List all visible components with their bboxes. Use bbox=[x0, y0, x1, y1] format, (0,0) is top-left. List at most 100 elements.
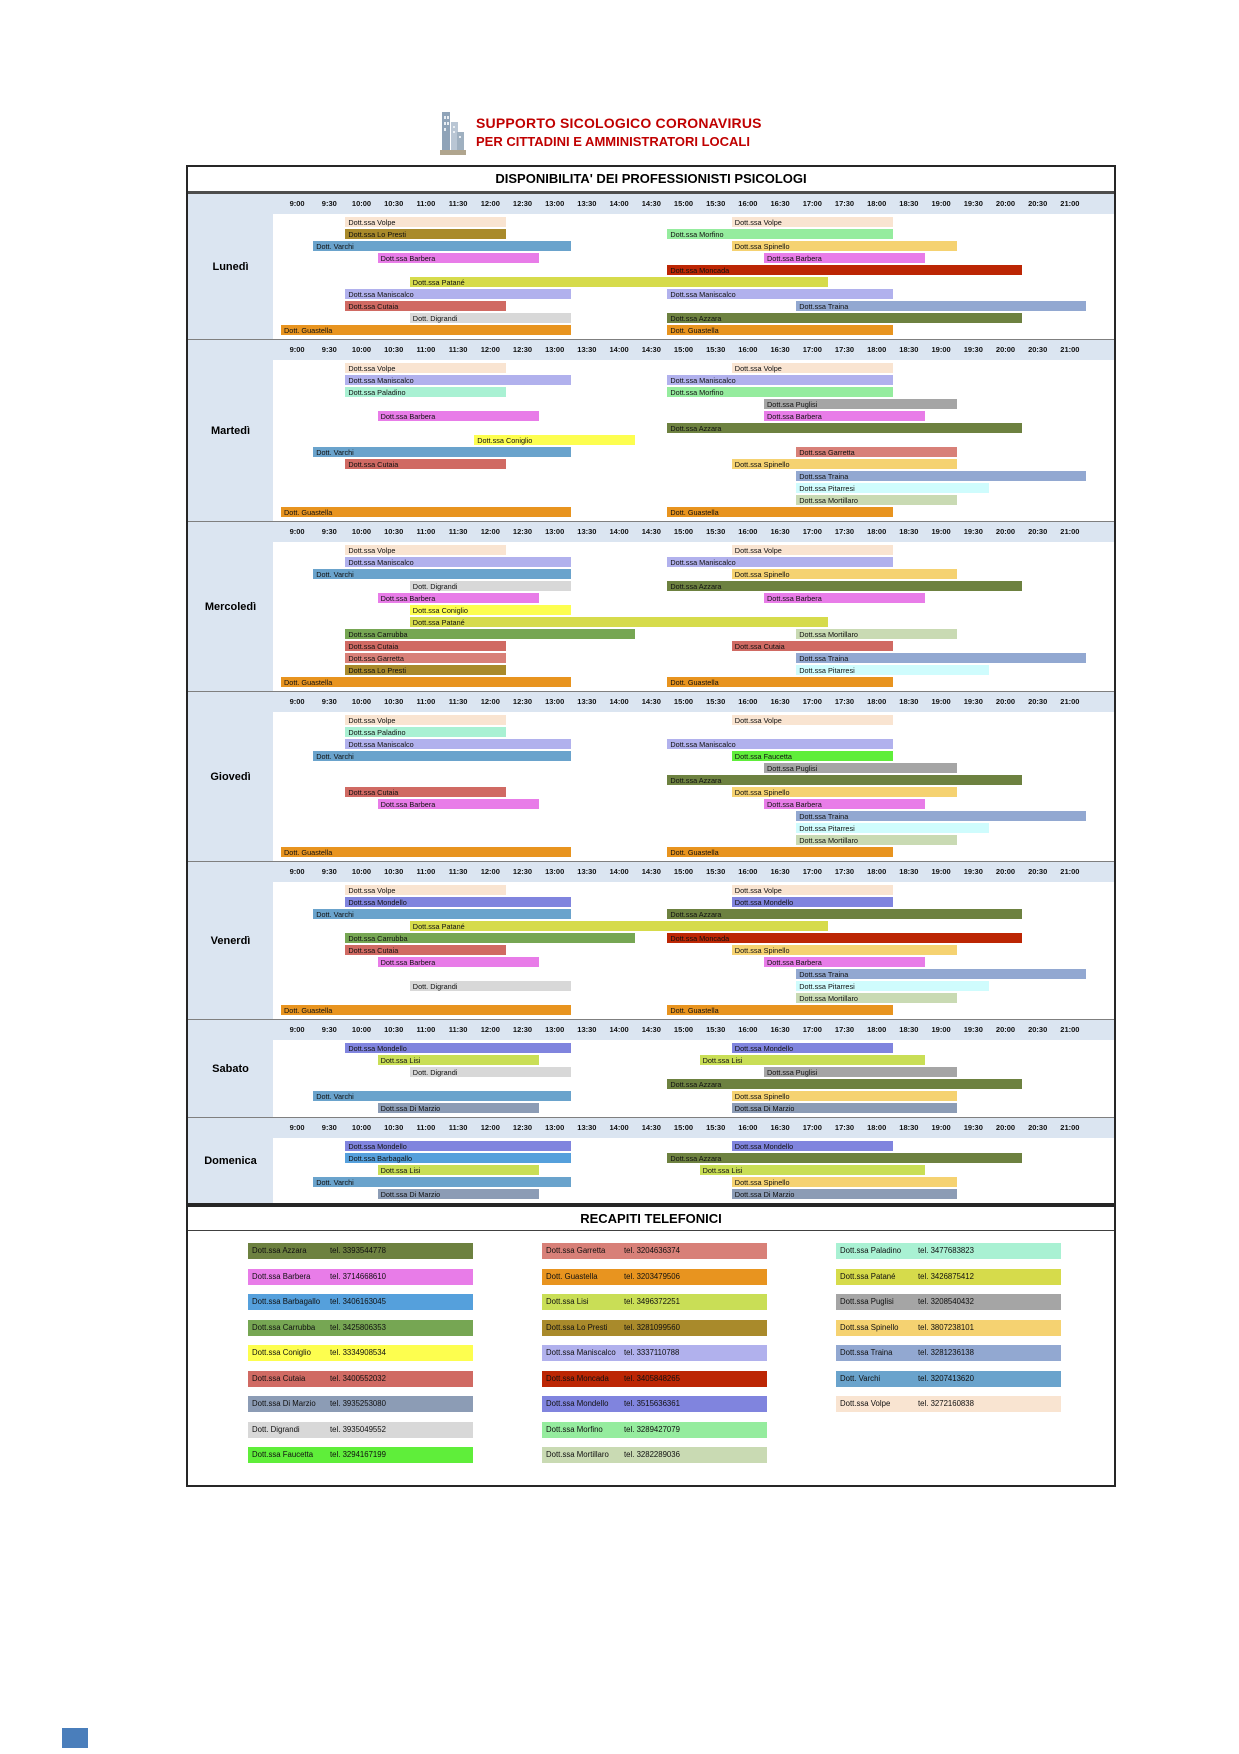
time-tick-label: 20:30 bbox=[1028, 345, 1048, 354]
availability-bar-maniscalco: Dott.ssa Maniscalco bbox=[345, 738, 571, 750]
time-tick-label: 13:00 bbox=[545, 199, 565, 208]
availability-bar-volpe: Dott.ssa Volpe bbox=[345, 714, 507, 726]
contact-phone: tel. 3208540432 bbox=[918, 1297, 974, 1306]
schedule-row: Dott. Guastella Dott. Guastella bbox=[273, 846, 1114, 858]
availability-bar-dimarzio: Dott.ssa Di Marzio bbox=[731, 1102, 958, 1114]
time-tick-label: 12:30 bbox=[512, 527, 533, 536]
schedule-row: Dott.ssa Coniglio bbox=[273, 604, 1114, 616]
schedule-row: Dott.ssa Mortillaro bbox=[273, 992, 1114, 1004]
time-header: 9:00 9:30 10:00 10:30 11:00 11:30 12:00 12:30 13… bbox=[273, 522, 1114, 542]
schedule-row: Dott.ssa Traina bbox=[273, 968, 1114, 980]
time-tick-label: 20:30 bbox=[1028, 1025, 1048, 1034]
day-section-sabato: Sabato 9:00 9:30 10:00 10:30 11:00 11:30 12:00 1… bbox=[188, 1019, 1114, 1117]
time-tick-label: 12:00 bbox=[480, 1123, 500, 1132]
contact-name: Dott.ssa Carrubba bbox=[252, 1322, 316, 1332]
contact-phone: tel. 3400552032 bbox=[330, 1373, 386, 1383]
availability-bar-guastella: Dott. Guastella bbox=[281, 676, 571, 688]
schedule-row: Dott.ssa Volpe Dott.ssa Volpe bbox=[273, 544, 1114, 556]
contact-phone: tel. 3281236138 bbox=[918, 1348, 974, 1357]
time-tick-label: 9:00 bbox=[289, 1123, 305, 1132]
availability-bar-moncada: Dott.ssa Moncada bbox=[667, 932, 1022, 944]
schedule-row: Dott.ssa Mondello Dott.ssa Mondello bbox=[273, 896, 1114, 908]
availability-bar-maniscalco: Dott.ssa Maniscalco bbox=[345, 374, 571, 386]
time-tick-label: 9:00 bbox=[289, 527, 305, 536]
time-tick-label: 15:00 bbox=[673, 1025, 694, 1034]
time-tick-label: 17:30 bbox=[834, 527, 855, 536]
contact-name: Dott.ssa Faucetta bbox=[252, 1450, 314, 1459]
time-tick-label: 18:00 bbox=[867, 527, 887, 536]
schedule-row: Dott.ssa Barbera Dott.ssa Barbera bbox=[273, 798, 1114, 810]
day-label: Venerdì bbox=[188, 862, 273, 1019]
availability-bar-mondello: Dott.ssa Mondello bbox=[345, 1140, 571, 1152]
schedule-row: Dott.ssa Volpe Dott.ssa Volpe bbox=[273, 714, 1114, 726]
schedule-row: Dott.ssa Lo Presti Dott.ssa Pitarresi bbox=[273, 664, 1114, 676]
availability-bar-barbera: Dott.ssa Barbera bbox=[377, 410, 539, 422]
schedule-row: Dott.ssa Cutaia Dott.ssa Traina bbox=[273, 300, 1114, 312]
time-tick-label: 21:00 bbox=[1060, 697, 1080, 706]
time-tick-label: 11:30 bbox=[448, 867, 468, 876]
availability-bar-maniscalco: Dott.ssa Maniscalco bbox=[667, 738, 893, 750]
time-tick-label: 16:00 bbox=[738, 867, 758, 876]
contact-phone: tel. 3334908534 bbox=[330, 1348, 386, 1357]
availability-bar-maniscalco: Dott.ssa Maniscalco bbox=[345, 288, 571, 300]
availability-bar-guastella: Dott. Guastella bbox=[667, 324, 893, 336]
availability-bar-lopresti: Dott.ssa Lo Presti bbox=[345, 228, 507, 240]
contact-phone: tel. 3426875412 bbox=[918, 1271, 974, 1281]
availability-table: DISPONIBILITA' DEI PROFESSIONISTI PSICOL… bbox=[186, 165, 1116, 1205]
time-header: 9:00 9:30 10:00 10:30 11:00 11:30 12:00 12:30 13… bbox=[273, 692, 1114, 712]
schedule-row: Dott. Digrandi Dott.ssa Pitarresi bbox=[273, 980, 1114, 992]
time-tick-label: 10:00 bbox=[351, 345, 372, 354]
contact-phone: tel. 3281099560 bbox=[624, 1322, 680, 1332]
time-tick-label: 18:00 bbox=[867, 1025, 887, 1034]
availability-bar-maniscalco: Dott.ssa Maniscalco bbox=[667, 556, 893, 568]
time-tick-label: 18:30 bbox=[899, 867, 919, 876]
time-header: 9:00 9:30 10:00 10:30 11:00 11:30 12:00 12:30 13… bbox=[273, 862, 1114, 882]
availability-bar-varchi: Dott. Varchi bbox=[313, 568, 571, 580]
contact-phone: tel. 3477683823 bbox=[918, 1246, 974, 1255]
time-tick-label: 16:30 bbox=[770, 345, 790, 354]
schedule-row: Dott.ssa Patané bbox=[273, 920, 1114, 932]
availability-bar-mondello: Dott.ssa Mondello bbox=[731, 1042, 893, 1054]
time-tick-label: 14:00 bbox=[609, 867, 629, 876]
availability-bar-spinello: Dott.ssa Spinello bbox=[731, 1090, 958, 1102]
time-tick-label: 18:00 bbox=[867, 867, 887, 876]
time-tick-label: 9:30 bbox=[321, 199, 337, 208]
schedule-row: Dott.ssa Pitarresi bbox=[273, 482, 1114, 494]
time-tick-label: 12:30 bbox=[512, 1025, 533, 1034]
time-tick-label: 17:30 bbox=[834, 1123, 855, 1132]
time-tick-label: 14:00 bbox=[609, 527, 629, 536]
availability-bar-morfino: Dott.ssa Morfino bbox=[667, 386, 893, 398]
schedule-row: Dott. Varchi Dott.ssa Spinello bbox=[273, 568, 1114, 580]
time-tick-label: 13:00 bbox=[545, 1025, 565, 1034]
contact-chip-barbagallo: Dott.ssa Barbagallo tel. 3406163045 bbox=[248, 1294, 473, 1310]
time-tick-label: 12:30 bbox=[512, 199, 533, 208]
time-tick-label: 9:30 bbox=[321, 1123, 337, 1132]
time-tick-label: 13:30 bbox=[577, 199, 597, 208]
availability-bar-azzara: Dott.ssa Azzara bbox=[667, 1078, 1022, 1090]
contact-chip-moncada: Dott.ssa Moncada tel. 3405848265 bbox=[542, 1370, 767, 1387]
schedule-row: Dott. Varchi Dott.ssa Spinello bbox=[273, 1176, 1114, 1188]
availability-bar-barbera: Dott.ssa Barbera bbox=[764, 798, 925, 810]
availability-bar-volpe: Dott.ssa Volpe bbox=[731, 714, 893, 726]
schedule-row: Dott.ssa Coniglio bbox=[273, 434, 1114, 446]
app-header: SUPPORTO SICOLOGICO CORONAVIRUS PER CITT… bbox=[440, 103, 860, 161]
contact-phone: tel. 3294167199 bbox=[330, 1450, 386, 1459]
time-tick-label: 15:30 bbox=[706, 199, 726, 208]
time-tick-label: 16:30 bbox=[770, 867, 790, 876]
time-tick-label: 16:30 bbox=[770, 527, 790, 536]
time-tick-label: 19:30 bbox=[963, 697, 983, 706]
availability-bar-varchi: Dott. Varchi bbox=[313, 240, 571, 252]
day-label: Lunedì bbox=[188, 194, 273, 339]
time-tick-label: 14:00 bbox=[609, 1025, 629, 1034]
time-tick-label: 19:00 bbox=[931, 345, 951, 354]
availability-bar-spinello: Dott.ssa Spinello bbox=[731, 568, 958, 580]
contact-name: Dott.ssa Patané bbox=[840, 1271, 896, 1281]
schedule-row: Dott. Guastella Dott. Guastella bbox=[273, 1004, 1114, 1016]
time-tick-label: 9:00 bbox=[289, 1025, 305, 1034]
schedule-row: Dott.ssa Azzara bbox=[273, 422, 1114, 434]
time-tick-label: 18:00 bbox=[867, 697, 887, 706]
time-tick-label: 12:00 bbox=[480, 697, 500, 706]
time-header: 9:00 9:30 10:00 10:30 11:00 11:30 12:00 12:30 13… bbox=[273, 1118, 1114, 1138]
day-label: Sabato bbox=[188, 1020, 273, 1117]
availability-bar-moncada: Dott.ssa Moncada bbox=[667, 264, 1022, 276]
